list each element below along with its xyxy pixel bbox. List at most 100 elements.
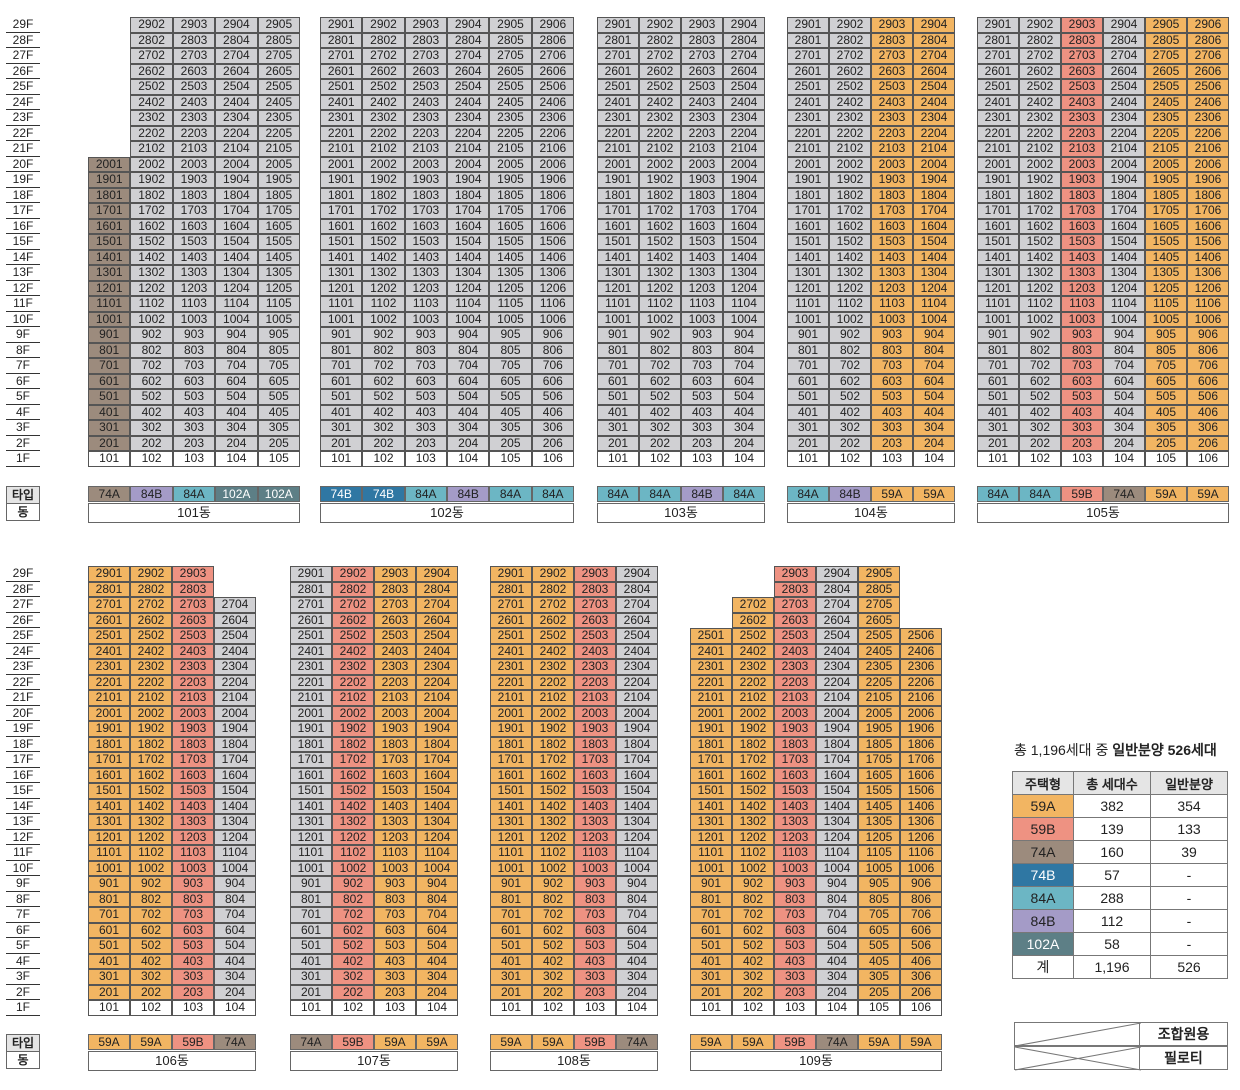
unit-cell: 2803 — [574, 581, 616, 597]
unit-cell: 1601 — [290, 767, 332, 783]
floor-label: 23F — [6, 110, 40, 126]
unit-cell: 1104 — [616, 845, 658, 861]
unit-cell: 104 — [723, 451, 765, 467]
unit-cell: 505 — [489, 389, 532, 405]
unit-cell: 301 — [320, 420, 363, 436]
unit-cell: 2002 — [130, 156, 173, 172]
legend-type: 74B — [1012, 863, 1074, 887]
unit-cell: 1305 — [858, 814, 900, 830]
floor-label: 1F — [6, 451, 40, 467]
unit-cell: 1906 — [531, 172, 574, 188]
unit-cell: 1801 — [88, 736, 130, 752]
unit-cell: 1103 — [404, 296, 447, 312]
unit-cell: 101 — [597, 451, 639, 467]
total-general: 526 — [1150, 955, 1228, 979]
unit-cell: 1306 — [531, 265, 574, 281]
unit-cell: 1405 — [257, 249, 300, 265]
unit-cell: 603 — [774, 922, 816, 938]
unit-cell: 301 — [977, 420, 1019, 436]
unit-cell: 1801 — [690, 736, 732, 752]
unit-cell: 1404 — [447, 249, 490, 265]
unit-cell: 2903 — [404, 17, 447, 33]
unit-cell: 1606 — [900, 767, 942, 783]
unit-cell: 1301 — [977, 265, 1019, 281]
unit-cell: 204 — [416, 984, 458, 1000]
unit-cell: 1402 — [532, 798, 574, 814]
unit-cell: 2301 — [977, 110, 1019, 126]
unit-cell: 2904 — [913, 17, 955, 33]
unit-type-cell: 84B — [829, 486, 871, 502]
unit-cell: 306 — [900, 969, 942, 985]
unit-cell: 504 — [913, 389, 955, 405]
unit-cell: 1202 — [1019, 280, 1061, 296]
unit-type-cell: 74A — [214, 1034, 256, 1050]
unit-cell: 601 — [290, 922, 332, 938]
unit-cell: 602 — [829, 373, 871, 389]
unit-cell: 2104 — [913, 141, 955, 157]
unit-cell: 2101 — [290, 690, 332, 706]
unit-cell: 1704 — [616, 752, 658, 768]
unit-cell: 2102 — [332, 690, 374, 706]
unit-cell: 2202 — [362, 125, 405, 141]
unit-cell: 604 — [913, 373, 955, 389]
unit-cell: 1903 — [871, 172, 913, 188]
unit-cell: 2303 — [774, 659, 816, 675]
unit-cell: 902 — [732, 876, 774, 892]
unit-cell: 501 — [88, 389, 131, 405]
unit-cell: 1502 — [732, 783, 774, 799]
unit-cell: 1903 — [374, 721, 416, 737]
unit-cell: 2602 — [130, 63, 173, 79]
unit-cell: 1801 — [490, 736, 532, 752]
unit-cell: 502 — [532, 938, 574, 954]
legend-row: 59B 139 133 — [1012, 817, 1228, 841]
floor-label: 4F — [6, 405, 40, 420]
unit-cell: 2102 — [829, 141, 871, 157]
unit-cell: 1802 — [829, 187, 871, 203]
unit-cell: 1201 — [88, 829, 130, 845]
unit-cell: 1302 — [1019, 265, 1061, 281]
unit-cell: 801 — [490, 891, 532, 907]
unit-cell: 2705 — [858, 597, 900, 613]
unit-cell: 1601 — [490, 767, 532, 783]
unit-cell: 1903 — [1061, 172, 1103, 188]
unit-cell: 1703 — [774, 752, 816, 768]
unit-cell: 1702 — [362, 203, 405, 219]
unit-cell: 2901 — [320, 17, 363, 33]
unit-cell: 1602 — [639, 218, 681, 234]
unit-cell: 2904 — [1103, 17, 1145, 33]
unit-cell: 2302 — [532, 659, 574, 675]
unit-cell: 2701 — [88, 597, 130, 613]
unit-cell: 1201 — [597, 280, 639, 296]
unit-cell: 805 — [257, 342, 300, 358]
unit-cell: 405 — [1145, 404, 1187, 420]
unit-cell: 2702 — [1019, 48, 1061, 64]
unit-cell: 2303 — [871, 110, 913, 126]
unit-cell: 2602 — [362, 63, 405, 79]
unit-cell: 1804 — [1103, 187, 1145, 203]
unit-cell: 2804 — [816, 581, 858, 597]
unit-type-cell: 59A — [1145, 486, 1187, 502]
unit-cell: 806 — [531, 342, 574, 358]
unit-cell: 202 — [362, 435, 405, 451]
unit-cell: 2902 — [829, 17, 871, 33]
unit-cell: 2404 — [816, 643, 858, 659]
unit-cell: 1901 — [597, 172, 639, 188]
unit-cell: 1904 — [1103, 172, 1145, 188]
unit-cell: 902 — [1019, 327, 1061, 343]
unit-cell: 2306 — [1187, 110, 1229, 126]
unit-cell: 102 — [362, 451, 405, 467]
unit-cell: 101 — [787, 451, 829, 467]
unit-cell: 1001 — [88, 860, 130, 876]
unit-cell: 2401 — [977, 94, 1019, 110]
unit-cell: 501 — [320, 389, 363, 405]
unit-cell: 2704 — [723, 48, 765, 64]
unit-cell: 1503 — [172, 234, 216, 250]
unit-cell: 2506 — [900, 628, 942, 644]
unit-cell: 2602 — [532, 612, 574, 628]
unit-cell: 1804 — [913, 187, 955, 203]
unit-cell: 903 — [172, 876, 214, 892]
unit-cell: 603 — [681, 373, 723, 389]
unit-cell: 1601 — [787, 218, 829, 234]
unit-cell: 304 — [723, 420, 765, 436]
unit-cell: 1303 — [774, 814, 816, 830]
